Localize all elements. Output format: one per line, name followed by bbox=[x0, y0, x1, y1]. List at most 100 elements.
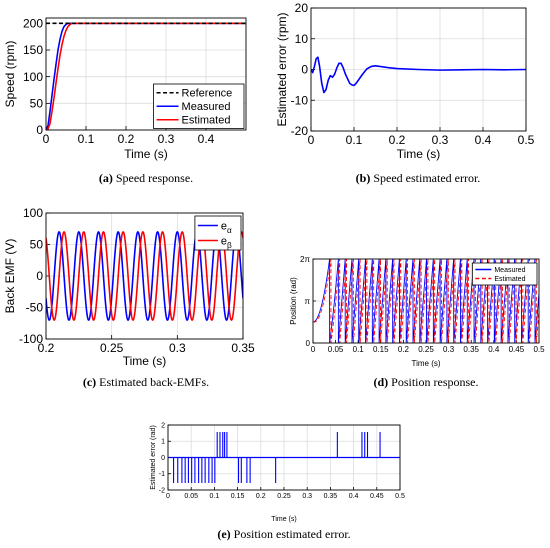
x-axis-label: Time (s) bbox=[123, 354, 167, 368]
x-tick-label: 0.3 bbox=[302, 493, 312, 500]
x-tick-label: 0.1 bbox=[353, 345, 365, 354]
y-tick-label: -50 bbox=[26, 301, 44, 315]
x-tick-label: 0.25 bbox=[418, 345, 434, 354]
x-axis-label: Time (s) bbox=[411, 359, 440, 368]
x-tick-label: 0.25 bbox=[100, 341, 124, 355]
x-axis-label: Time (s) bbox=[271, 516, 296, 523]
y-axis-label: Estimated error (rad) bbox=[150, 425, 157, 490]
figure-caption: (e) Position estimated error. bbox=[217, 527, 350, 541]
y-tick-label: 2 bbox=[161, 422, 165, 429]
legend-label: eα bbox=[221, 220, 232, 235]
y-tick-label: -2 bbox=[159, 487, 165, 494]
x-axis-label: Time (s) bbox=[397, 147, 441, 161]
caption-letter: (d) bbox=[373, 375, 388, 389]
y-tick-label: 0 bbox=[161, 455, 165, 462]
panel-b: 0 0.1 0.2 0.3 0.4 0.5 -20 -10 0 10 20 Time (s) Estim… bbox=[275, 1, 535, 185]
tick-labels: 0 0.05 0.1 0.15 0.2 0.25 0.3 0.35 0.4 0.45 0.5 0 π 2π bbox=[300, 255, 545, 354]
x-tick-label: 0.1 bbox=[78, 132, 95, 146]
x-tick-label: 0.4 bbox=[349, 493, 359, 500]
y-tick-label: 0 bbox=[36, 123, 43, 137]
caption-text: Estimated back-EMFs. bbox=[96, 375, 209, 389]
legend-label: Estimated bbox=[494, 276, 525, 283]
figure-caption: (c) Estimated back-EMFs. bbox=[83, 375, 209, 389]
x-tick-label: 0.2 bbox=[118, 132, 135, 146]
x-tick-label: 0.35 bbox=[324, 493, 338, 500]
y-tick-label: 50 bbox=[30, 97, 44, 111]
y-tick-label: 200 bbox=[23, 17, 43, 31]
tick-labels: 0 0.1 0.2 0.3 0.4 0.5 -20 -10 0 10 20 bbox=[291, 1, 535, 147]
x-tick-label: 0.2 bbox=[398, 345, 410, 354]
legend-label: Measured bbox=[182, 101, 231, 113]
x-tick-label: 0.4 bbox=[198, 132, 215, 146]
y-tick-label: 10 bbox=[295, 32, 309, 46]
series-line-error bbox=[311, 56, 526, 94]
caption-text: Position response. bbox=[388, 375, 478, 389]
axes-border bbox=[45, 212, 244, 340]
y-tick-label: 2π bbox=[300, 255, 310, 264]
x-tick-label: 0 bbox=[43, 132, 50, 146]
legend-box bbox=[471, 262, 538, 286]
y-axis-label: Back EMF (V) bbox=[3, 239, 17, 314]
y-tick-label: 1 bbox=[161, 439, 165, 446]
legend-label-subscript: β bbox=[227, 241, 232, 250]
x-tick-label: 0.2 bbox=[389, 133, 406, 147]
x-tick-label: 0.45 bbox=[370, 493, 384, 500]
caption-text: Speed response. bbox=[113, 171, 193, 185]
y-tick-label: 0 bbox=[36, 269, 43, 283]
x-tick-label: 0.5 bbox=[518, 133, 535, 147]
figure-caption: (d) Position response. bbox=[373, 375, 478, 389]
series-group bbox=[46, 22, 246, 130]
series-group bbox=[313, 259, 539, 343]
panel-e: 0 0.05 0.1 0.15 0.2 0.25 0.3 0.35 0.4 0.45 0.5 -2 -1… bbox=[150, 422, 405, 541]
legend: Measured Estimated bbox=[471, 262, 538, 286]
y-tick-label: -1 bbox=[159, 471, 165, 478]
x-tick-label: 0 bbox=[311, 345, 316, 354]
y-tick-label: -20 bbox=[291, 124, 309, 138]
legend-label: Estimated bbox=[182, 115, 231, 127]
x-tick-label: 0.35 bbox=[463, 345, 479, 354]
axes-border bbox=[312, 258, 540, 344]
x-tick-label: 0.3 bbox=[443, 345, 455, 354]
x-tick-label: 0.05 bbox=[328, 345, 344, 354]
x-tick-label: 0.3 bbox=[432, 133, 449, 147]
caption-letter: (a) bbox=[99, 171, 113, 185]
y-axis-label: Speed (rpm) bbox=[3, 41, 17, 108]
caption-letter: (c) bbox=[83, 375, 96, 389]
axes-border bbox=[167, 424, 401, 491]
x-tick-label: 0.5 bbox=[395, 493, 405, 500]
x-tick-label: 0.05 bbox=[184, 493, 198, 500]
series-line-estimated bbox=[313, 259, 539, 343]
y-tick-label: -10 bbox=[291, 93, 309, 107]
y-tick-label: 20 bbox=[295, 1, 309, 15]
x-tick-label: 0.3 bbox=[158, 132, 175, 146]
y-tick-label: -100 bbox=[19, 332, 43, 346]
y-axis-label: Estimated error (rpm) bbox=[275, 12, 289, 126]
x-tick-label: 0.5 bbox=[533, 345, 545, 354]
figure-caption: (a) Speed response. bbox=[99, 171, 193, 185]
legend-label: eβ bbox=[221, 235, 232, 250]
x-tick-label: 0 bbox=[166, 493, 170, 500]
series-line-eβ bbox=[46, 231, 243, 321]
x-tick-label: 0.4 bbox=[488, 345, 500, 354]
series-line-measured bbox=[313, 259, 539, 343]
panel-c: 0.2 0.25 0.3 0.35 -100 -50 0 50 100 Time (s) Back … bbox=[3, 206, 255, 389]
y-tick-label: 100 bbox=[23, 70, 43, 84]
legend-label: Reference bbox=[182, 88, 233, 100]
x-tick-label: 0.45 bbox=[509, 345, 525, 354]
x-axis-label: Time (s) bbox=[124, 147, 168, 161]
x-tick-label: 0.4 bbox=[475, 133, 492, 147]
legend-label: Measured bbox=[494, 267, 525, 274]
x-tick-label: 0.2 bbox=[256, 493, 266, 500]
y-tick-label: 50 bbox=[30, 238, 44, 252]
x-tick-label: 0.1 bbox=[210, 493, 220, 500]
series-line-eα bbox=[46, 231, 243, 321]
caption-text: Speed estimated error. bbox=[370, 171, 480, 185]
legend-box bbox=[194, 215, 242, 251]
y-tick-label: 100 bbox=[23, 206, 43, 220]
x-tick-label: 0.1 bbox=[346, 133, 363, 147]
caption-text: Position estimated error. bbox=[231, 527, 351, 541]
series-group bbox=[168, 431, 400, 484]
